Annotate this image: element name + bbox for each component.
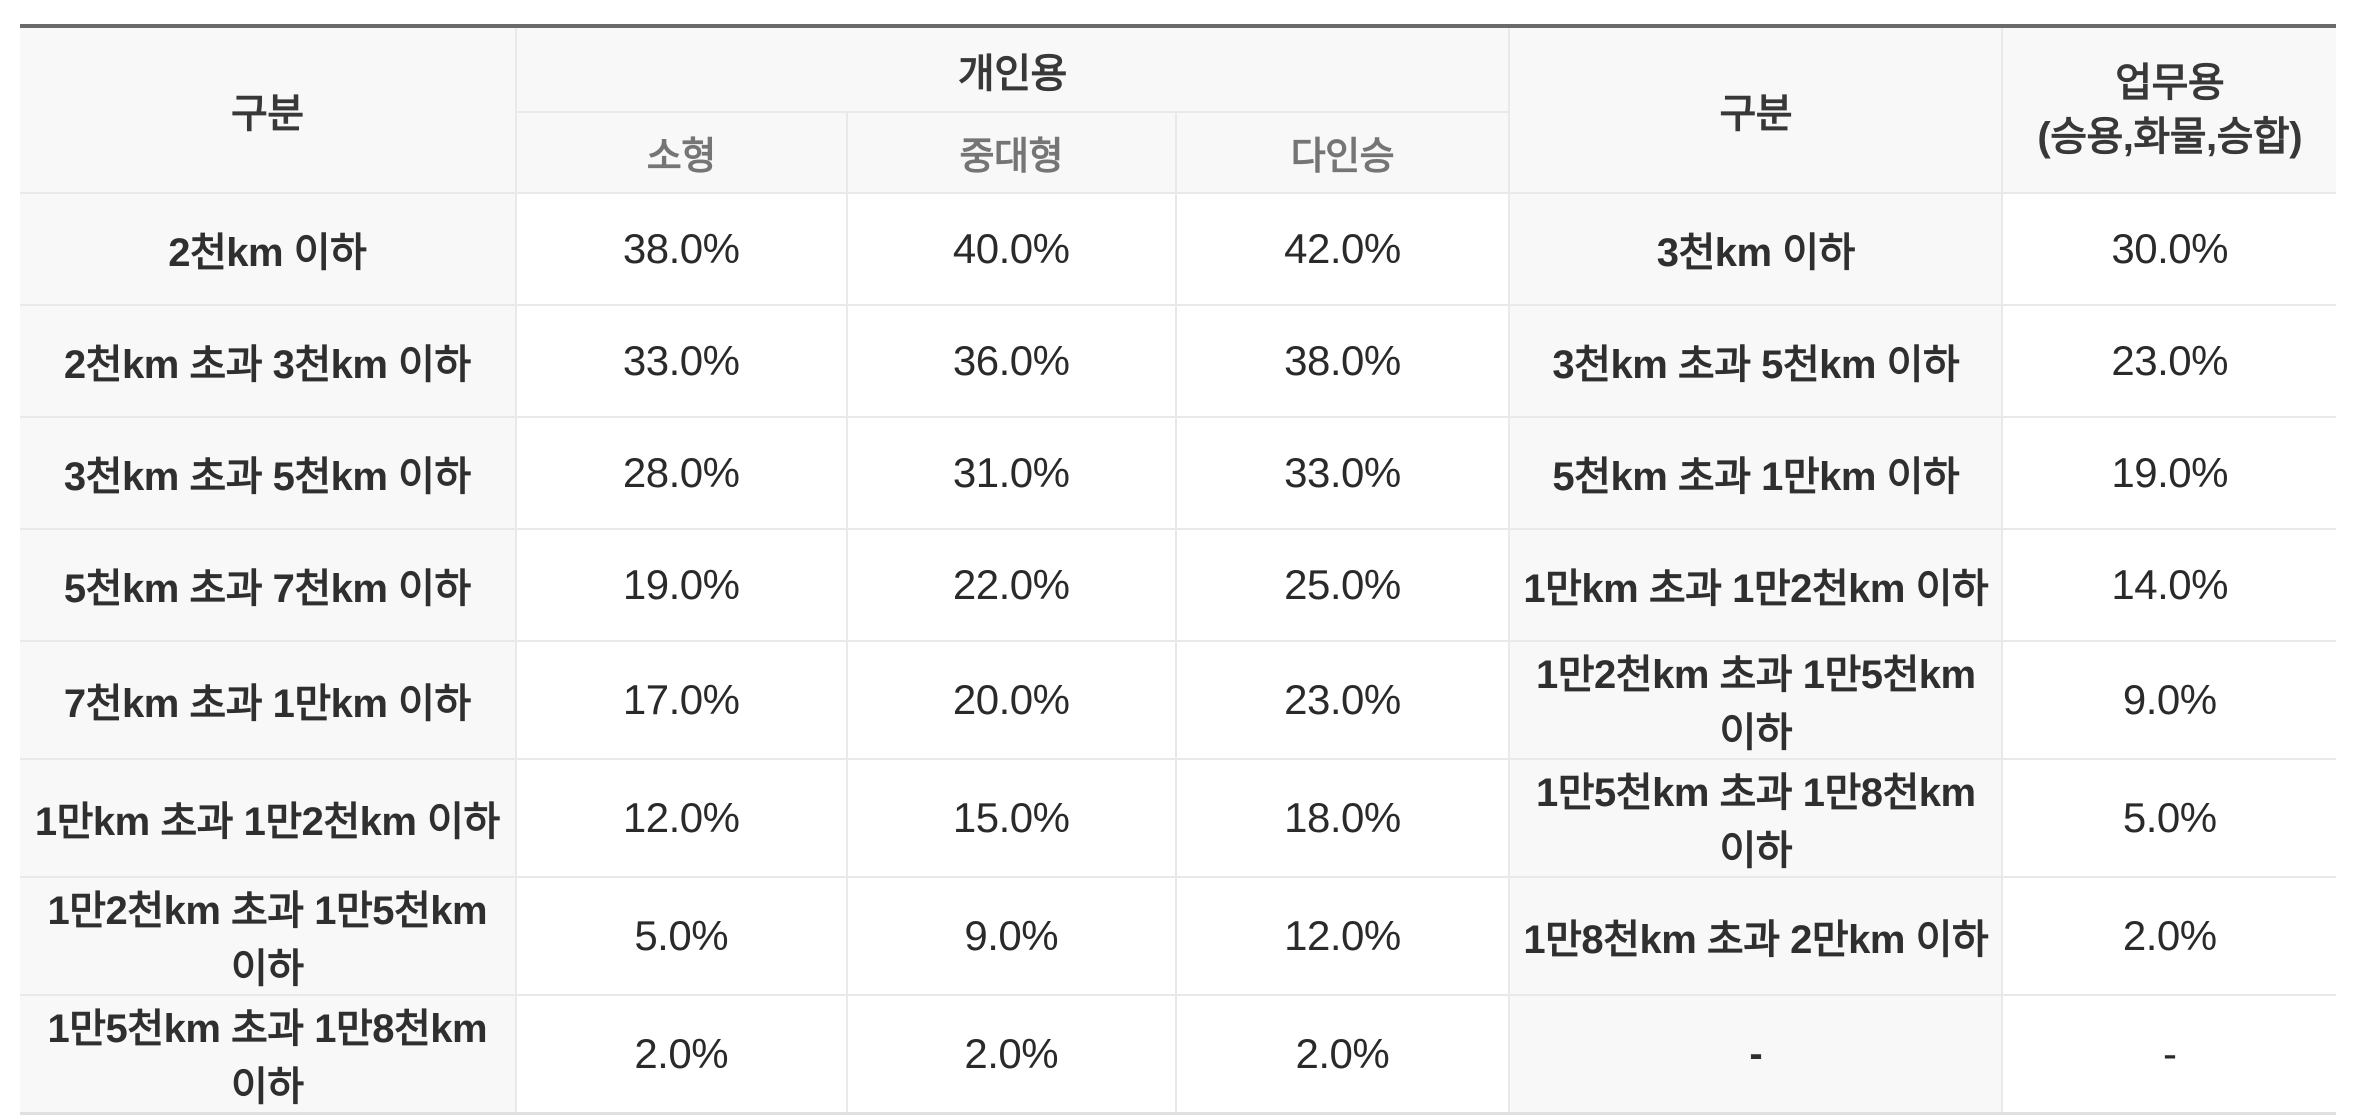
- value-cell-small: 38.0%: [514, 192, 848, 306]
- value-cell-mid-large: 15.0%: [845, 758, 1177, 878]
- value-cell-small: 5.0%: [514, 876, 848, 996]
- row-label-cell: 7천km 초과 1만km 이하: [19, 640, 517, 760]
- value-cell-small: 28.0%: [514, 416, 848, 530]
- value-cell-mid-large: 40.0%: [845, 192, 1177, 306]
- header-col-multi-seat: 다인승: [1174, 111, 1511, 194]
- value-cell-multi: 2.0%: [1174, 994, 1511, 1113]
- mileage-discount-table-container: 구분 개인용 구분 업무용 (승용,화물,승합) 소형 중대형 다인승 2천km…: [19, 24, 2337, 1115]
- value-cell-business: 2.0%: [2001, 876, 2337, 996]
- value-cell-small: 2.0%: [514, 994, 848, 1113]
- row-label-cell-right: 3천km 초과 5천km 이하: [1508, 304, 2004, 418]
- row-label-cell-right: 5천km 초과 1만km 이하: [1508, 416, 2004, 530]
- header-business-group: 업무용 (승용,화물,승합): [2001, 27, 2337, 194]
- value-cell-multi: 18.0%: [1174, 758, 1511, 878]
- value-cell-mid-large: 9.0%: [845, 876, 1177, 996]
- header-personal-group: 개인용: [514, 27, 1511, 113]
- value-cell-mid-large: 22.0%: [845, 528, 1177, 642]
- mileage-discount-table: 구분 개인용 구분 업무용 (승용,화물,승합) 소형 중대형 다인승 2천km…: [19, 27, 2337, 1113]
- header-col-mid-large: 중대형: [845, 111, 1177, 194]
- value-cell-business: 30.0%: [2001, 192, 2337, 306]
- row-label-cell: 1만km 초과 1만2천km 이하: [19, 758, 517, 878]
- row-label-cell-right: -: [1508, 994, 2004, 1113]
- row-label-cell: 5천km 초과 7천km 이하: [19, 528, 517, 642]
- table-row: 1만2천km 초과 1만5천km 이하 5.0% 9.0% 12.0% 1만8천…: [19, 876, 2337, 996]
- header-col-small: 소형: [514, 111, 848, 194]
- value-cell-small: 12.0%: [514, 758, 848, 878]
- value-cell-mid-large: 2.0%: [845, 994, 1177, 1113]
- table-row: 2천km 초과 3천km 이하 33.0% 36.0% 38.0% 3천km 초…: [19, 304, 2337, 418]
- value-cell-multi: 42.0%: [1174, 192, 1511, 306]
- row-label-cell: 2천km 이하: [19, 192, 517, 306]
- value-cell-multi: 25.0%: [1174, 528, 1511, 642]
- header-business-line2: (승용,화물,승합): [2037, 115, 2303, 159]
- row-label-cell: 1만5천km 초과 1만8천km 이하: [19, 994, 517, 1113]
- table-row: 5천km 초과 7천km 이하 19.0% 22.0% 25.0% 1만km 초…: [19, 528, 2337, 642]
- row-label-cell-right: 1만5천km 초과 1만8천km 이하: [1508, 758, 2004, 878]
- table-row: 1만km 초과 1만2천km 이하 12.0% 15.0% 18.0% 1만5천…: [19, 758, 2337, 878]
- table-row: 3천km 초과 5천km 이하 28.0% 31.0% 33.0% 5천km 초…: [19, 416, 2337, 530]
- value-cell-business: 23.0%: [2001, 304, 2337, 418]
- value-cell-mid-large: 36.0%: [845, 304, 1177, 418]
- header-right-category: 구분: [1508, 27, 2004, 194]
- value-cell-business: 9.0%: [2001, 640, 2337, 760]
- value-cell-business: 14.0%: [2001, 528, 2337, 642]
- table-body: 2천km 이하 38.0% 40.0% 42.0% 3천km 이하 30.0% …: [19, 192, 2337, 1113]
- header-business-line1: 업무용: [2115, 61, 2225, 105]
- value-cell-multi: 38.0%: [1174, 304, 1511, 418]
- row-label-cell-right: 3천km 이하: [1508, 192, 2004, 306]
- value-cell-multi: 23.0%: [1174, 640, 1511, 760]
- row-label-cell: 3천km 초과 5천km 이하: [19, 416, 517, 530]
- table-header: 구분 개인용 구분 업무용 (승용,화물,승합) 소형 중대형 다인승: [19, 27, 2337, 194]
- value-cell-small: 19.0%: [514, 528, 848, 642]
- value-cell-multi: 12.0%: [1174, 876, 1511, 996]
- row-label-cell: 1만2천km 초과 1만5천km 이하: [19, 876, 517, 996]
- table-row: 1만5천km 초과 1만8천km 이하 2.0% 2.0% 2.0% - -: [19, 994, 2337, 1113]
- row-label-cell: 2천km 초과 3천km 이하: [19, 304, 517, 418]
- table-row: 2천km 이하 38.0% 40.0% 42.0% 3천km 이하 30.0%: [19, 192, 2337, 306]
- value-cell-business: 5.0%: [2001, 758, 2337, 878]
- value-cell-mid-large: 31.0%: [845, 416, 1177, 530]
- header-left-category: 구분: [19, 27, 517, 194]
- row-label-cell-right: 1만2천km 초과 1만5천km 이하: [1508, 640, 2004, 760]
- value-cell-business: 19.0%: [2001, 416, 2337, 530]
- value-cell-multi: 33.0%: [1174, 416, 1511, 530]
- value-cell-mid-large: 20.0%: [845, 640, 1177, 760]
- row-label-cell-right: 1만km 초과 1만2천km 이하: [1508, 528, 2004, 642]
- value-cell-business: -: [2001, 994, 2337, 1113]
- value-cell-small: 17.0%: [514, 640, 848, 760]
- row-label-cell-right: 1만8천km 초과 2만km 이하: [1508, 876, 2004, 996]
- table-row: 7천km 초과 1만km 이하 17.0% 20.0% 23.0% 1만2천km…: [19, 640, 2337, 760]
- value-cell-small: 33.0%: [514, 304, 848, 418]
